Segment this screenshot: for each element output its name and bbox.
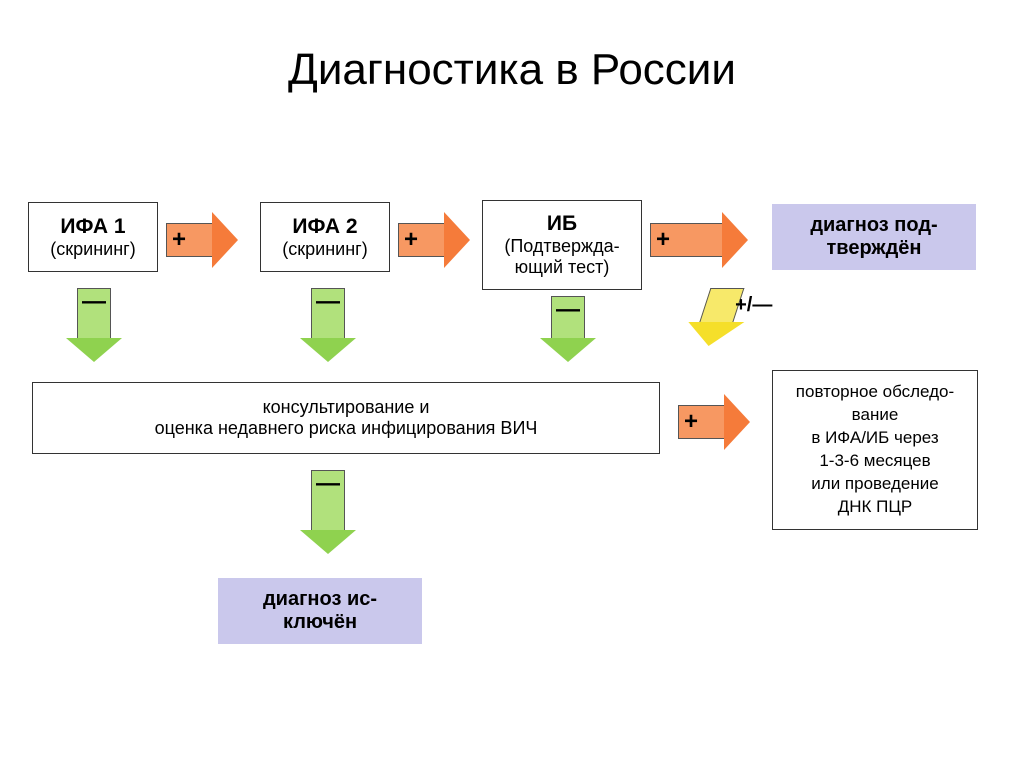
ib-title: ИБ xyxy=(547,212,577,236)
arrow-h4-label: + xyxy=(678,408,750,436)
arrow-yellow-uncertain: +/— xyxy=(681,288,756,346)
arrow-ifa1-down: — xyxy=(66,288,122,362)
box-ifa1: ИФА 1 (скрининг) xyxy=(28,202,158,272)
arrow-ifa2-down: — xyxy=(300,288,356,362)
consult-line1: консультирование и xyxy=(263,397,430,418)
arrow-vy-label: +/— xyxy=(724,294,784,317)
ifa2-sub: (скрининг) xyxy=(282,239,367,260)
arrow-h3-label: + xyxy=(650,226,748,254)
ib-sub2: ющий тест) xyxy=(515,257,610,278)
arrow-ib-down: — xyxy=(540,296,596,362)
ib-sub1: (Подтвержда- xyxy=(504,236,619,257)
arrow-v4-label: — xyxy=(300,470,356,498)
arrow-v3-label: — xyxy=(540,296,596,324)
repeat-l4: 1-3-6 месяцев xyxy=(819,450,930,473)
page-title: Диагностика в России xyxy=(0,45,1024,95)
confirmed-line1: диагноз под- xyxy=(810,214,937,237)
arrow-h2-label: + xyxy=(398,226,470,254)
arrow-consult-down: — xyxy=(300,470,356,554)
ifa1-title: ИФА 1 xyxy=(60,215,125,239)
confirmed-line2: тверждён xyxy=(827,237,922,260)
ifa2-title: ИФА 2 xyxy=(292,215,357,239)
repeat-l5: или проведение xyxy=(811,473,938,496)
excluded-line2: ключён xyxy=(283,611,357,634)
consult-line2: оценка недавнего риска инфицирования ВИЧ xyxy=(155,418,538,439)
arrow-ib-confirmed: + xyxy=(650,212,748,268)
arrow-v1-label: — xyxy=(66,288,122,316)
ifa1-sub: (скрининг) xyxy=(50,239,135,260)
box-excluded: диагноз ис- ключён xyxy=(218,578,422,644)
repeat-l2: вание xyxy=(852,404,899,427)
arrow-v2-label: — xyxy=(300,288,356,316)
repeat-l6: ДНК ПЦР xyxy=(838,496,913,519)
arrow-h1-label: + xyxy=(166,226,238,254)
box-ib: ИБ (Подтвержда- ющий тест) xyxy=(482,200,642,290)
repeat-l1: повторное обследо- xyxy=(796,381,954,404)
arrow-consult-repeat: + xyxy=(678,394,750,450)
box-consult: консультирование и оценка недавнего риск… xyxy=(32,382,660,454)
box-confirmed: диагноз под- тверждён xyxy=(772,204,976,270)
arrow-ifa1-ifa2: + xyxy=(166,212,238,268)
box-ifa2: ИФА 2 (скрининг) xyxy=(260,202,390,272)
excluded-line1: диагноз ис- xyxy=(263,588,377,611)
box-repeat: повторное обследо- вание в ИФА/ИБ через … xyxy=(772,370,978,530)
repeat-l3: в ИФА/ИБ через xyxy=(811,427,938,450)
arrow-ifa2-ib: + xyxy=(398,212,470,268)
